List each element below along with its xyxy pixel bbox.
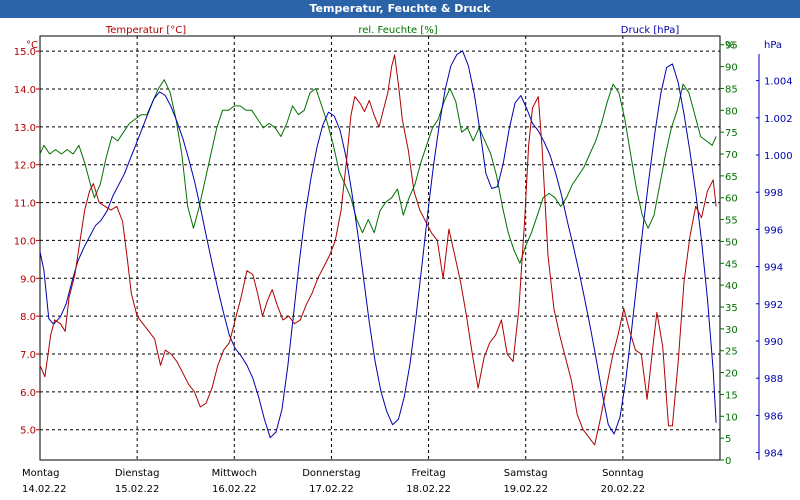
humidity-tick-label: 50: [725, 237, 738, 248]
humidity-tick-label: 25: [725, 347, 738, 358]
humidity-tick-label: 40: [725, 281, 738, 292]
temperature-series-line: [39, 54, 717, 446]
humidity-tick-label: 45: [725, 259, 738, 270]
x-tick-date-label: 16.02.22: [212, 484, 257, 495]
pressure-tick-label: 984: [764, 449, 783, 460]
temperature-tick-label: 15.0: [14, 47, 36, 58]
humidity-tick-label: 35: [725, 303, 738, 314]
humidity-tick-label: 85: [725, 84, 738, 95]
x-tick-date-label: 15.02.22: [115, 484, 160, 495]
plot-background: [40, 36, 720, 460]
pressure-tick-label: 992: [764, 300, 783, 311]
x-tick-day-label: Sonntag: [602, 468, 644, 479]
humidity-tick-label: 10: [725, 412, 738, 423]
temperature-tick-label: 11.0: [14, 199, 36, 210]
pressure-tick-label: 988: [764, 374, 783, 385]
humidity-unit-label: %: [725, 40, 735, 51]
pressure-tick-label: 1.004: [764, 77, 793, 88]
humidity-tick-label: 55: [725, 216, 738, 227]
temperature-tick-label: 13.0: [14, 123, 36, 134]
x-tick-date-label: 18.02.22: [406, 484, 451, 495]
pressure-tick-label: 994: [764, 263, 783, 274]
x-tick-day-label: Samstag: [504, 468, 548, 479]
axis-labels: Montag 14.02.22 Dienstag 15.02.22 Mittwoch 16…: [14, 40, 793, 495]
temperature-tick-label: 5.0: [20, 426, 36, 437]
humidity-tick-label: 15: [725, 390, 738, 401]
x-tick-day-label: Freitag: [411, 468, 445, 479]
x-tick-date-label: 17.02.22: [309, 484, 354, 495]
humidity-tick-label: 75: [725, 128, 738, 139]
humidity-tick-label: 0: [725, 456, 731, 467]
pressure-tick-label: 1.002: [764, 114, 793, 125]
humidity-tick-label: 70: [725, 150, 738, 161]
pressure-tick-label: 1.000: [764, 151, 793, 162]
legend-label: rel. Feuchte [%]: [358, 25, 437, 36]
x-tick-day-label: Donnerstag: [302, 468, 360, 479]
humidity-tick-label: 65: [725, 172, 738, 183]
pressure-tick-label: 986: [764, 411, 783, 422]
pressure-tick-label: 996: [764, 225, 783, 236]
temperature-tick-label: 8.0: [20, 312, 36, 323]
x-tick-date-label: 20.02.22: [601, 484, 646, 495]
temperature-tick-label: 10.0: [14, 236, 36, 247]
temperature-tick-label: 6.0: [20, 388, 36, 399]
pressure-tick-label: 990: [764, 337, 783, 348]
temperature-tick-label: 12.0: [14, 161, 36, 172]
plot-frame: [39, 35, 721, 461]
pressure-tick-label: 998: [764, 188, 783, 199]
temperature-tick-label: 7.0: [20, 350, 36, 361]
humidity-tick-label: 95: [725, 41, 738, 52]
x-tick-date-label: 14.02.22: [22, 484, 67, 495]
humidity-tick-label: 80: [725, 106, 738, 117]
temperature-unit-label: °C: [26, 40, 38, 51]
x-tick-day-label: Dienstag: [115, 468, 160, 479]
series-group: [39, 50, 717, 446]
chart-title: Temperatur, Feuchte & Druck: [0, 0, 800, 18]
humidity-tick-label: 20: [725, 369, 738, 380]
pressure-series-line: [39, 50, 717, 439]
x-tick-day-label: Montag: [22, 468, 59, 479]
legend-label: Druck [hPa]: [621, 25, 680, 36]
humidity-tick-label: 90: [725, 63, 738, 74]
humidity-tick-label: 60: [725, 194, 738, 205]
legend: Temperatur [°C] rel. Feuchte [%] Druck [hP…: [105, 25, 680, 36]
humidity-tick-label: 5: [725, 434, 731, 445]
pressure-unit-label: hPa: [764, 40, 782, 51]
temperature-tick-label: 14.0: [14, 85, 36, 96]
x-tick-day-label: Mittwoch: [212, 468, 257, 479]
grid: [40, 36, 720, 460]
humidity-tick-label: 30: [725, 325, 738, 336]
legend-label: Temperatur [°C]: [105, 25, 186, 36]
temperature-tick-label: 9.0: [20, 274, 36, 285]
x-tick-date-label: 19.02.22: [503, 484, 548, 495]
